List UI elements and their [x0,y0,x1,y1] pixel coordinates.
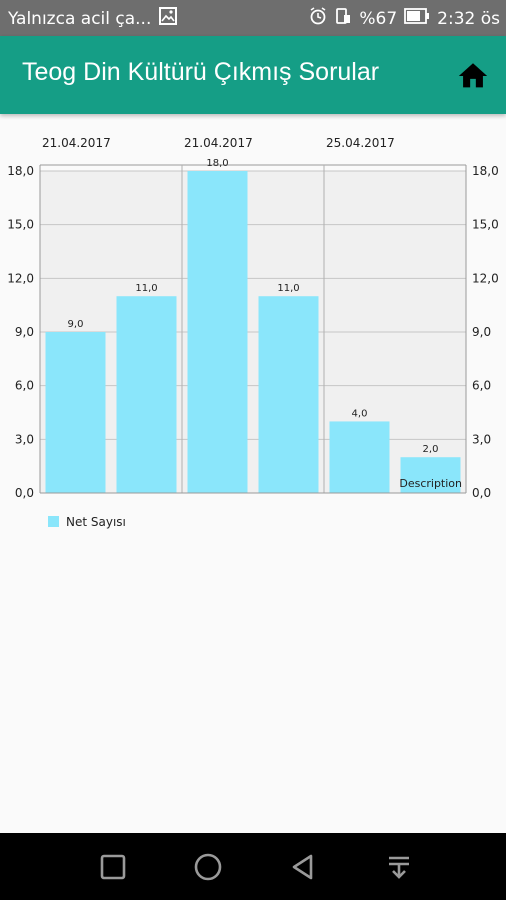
image-notification-icon [159,7,178,30]
back-button[interactable] [286,850,320,884]
circle-home-icon [194,853,222,881]
bar-value-label: 4,0 [352,408,368,419]
y-tick-label-right: 9,0 [472,325,491,339]
bar-value-label: 9,0 [68,319,84,330]
y-tick-label-left: 15,0 [7,218,34,232]
legend-label: Net Sayısı [66,515,126,529]
vibrate-icon [334,7,352,30]
y-tick-label-left: 9,0 [15,325,34,339]
bar [116,296,177,493]
y-tick-label-right: 3,0 [472,432,491,446]
status-bar: Yalnızca acil ça... %67 2:32 ös [0,0,506,36]
battery-percent: %67 [359,8,398,29]
y-tick-label-right: 12,0 [472,271,499,285]
bar [187,171,248,493]
battery-icon [404,8,430,29]
bar-value-label: 2,0 [423,444,439,455]
y-tick-label-right: 0,0 [472,486,491,500]
x-group-label: 21.04.2017 [184,136,253,150]
bar [45,332,106,493]
square-recents-icon [100,854,126,880]
alarm-icon [309,7,327,30]
system-nav-bar [0,833,506,900]
recents-button[interactable] [96,850,130,884]
bar-value-label: 11,0 [135,283,157,294]
app-bar: Teog Din Kültürü Çıkmış Sorular [0,36,506,114]
y-tick-label-left: 12,0 [7,271,34,285]
y-tick-label-right: 6,0 [472,379,491,393]
x-group-label: 21.04.2017 [42,136,111,150]
bar-chart: 0,0 0,0 3,0 3,0 6,0 6,0 9,0 9,0 12,0 12,0 15,0 15,0… [7,136,499,529]
y-tick-label-right: 18,0 [472,164,499,178]
legend-swatch [48,516,59,527]
bar-value-label: 11,0 [277,283,299,294]
bar [329,421,390,493]
notification-text: Yalnızca acil ça... [8,8,152,29]
home-button[interactable] [456,59,490,93]
y-tick-label-left: 6,0 [15,379,34,393]
app-title: Teog Din Kültürü Çıkmış Sorular [22,58,380,86]
triangle-back-icon [292,854,313,880]
y-tick-label-right: 15,0 [472,218,499,232]
bar [400,457,461,493]
y-tick-label-left: 3,0 [15,432,34,446]
notification-pull-icon [389,856,409,879]
chart-description: Description [399,477,462,490]
bar-value-label: 18,0 [206,158,228,169]
notification-pull-button[interactable] [382,850,416,884]
x-group-label: 25.04.2017 [326,136,395,150]
bar [258,296,319,493]
home-icon [458,63,488,88]
clock: 2:32 ös [437,8,500,29]
y-tick-label-left: 18,0 [7,164,34,178]
home-nav-button[interactable] [191,850,225,884]
y-tick-label-left: 0,0 [15,486,34,500]
